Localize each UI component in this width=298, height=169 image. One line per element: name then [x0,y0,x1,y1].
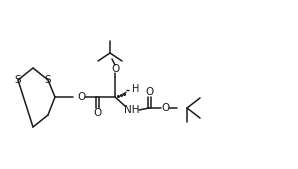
Text: S: S [15,75,21,85]
Text: H: H [132,84,140,94]
Text: O: O [77,92,85,102]
Text: NH: NH [124,105,140,115]
Text: O: O [93,108,101,118]
Text: O: O [145,87,153,97]
Text: O: O [111,64,119,74]
Text: S: S [45,75,51,85]
Text: O: O [161,103,169,113]
